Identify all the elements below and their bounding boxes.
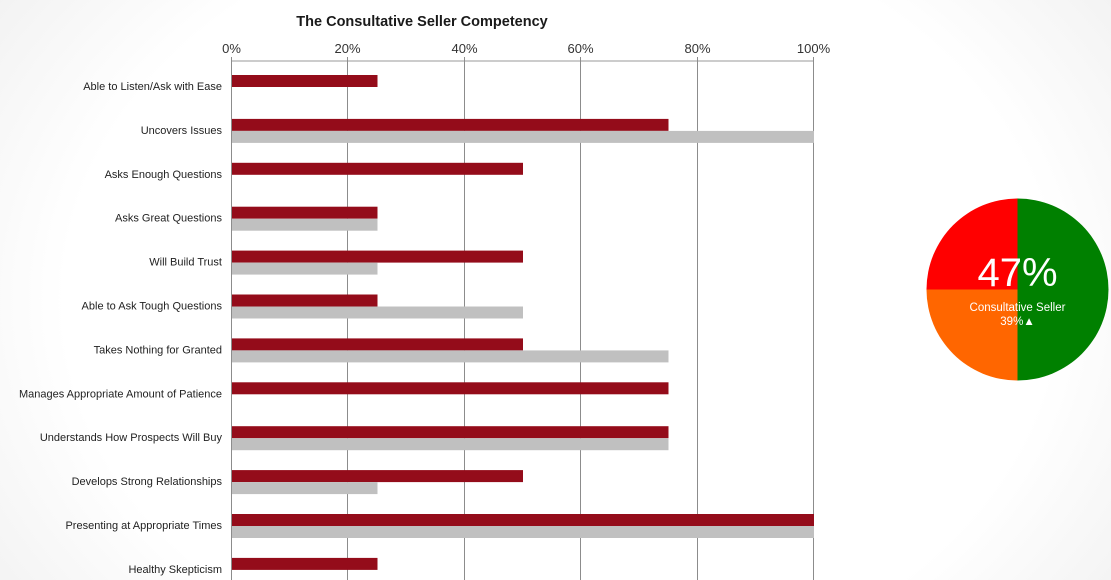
- pie-slice-red: [926, 198, 1018, 290]
- category-label: Asks Great Questions: [115, 213, 222, 225]
- bar-previous: [232, 482, 378, 495]
- bar-previous: [232, 218, 378, 231]
- pie-slice-orange: [926, 289, 1018, 381]
- score-pie: [926, 198, 1109, 381]
- category-label: Takes Nothing for Granted: [94, 344, 222, 356]
- bar-current: [232, 338, 523, 351]
- bar-current: [232, 557, 378, 570]
- bar-layer: [232, 75, 814, 570]
- category-label: Uncovers Issues: [141, 125, 223, 137]
- x-tick-label: 20%: [334, 41, 360, 56]
- pie-slice-green: [1017, 198, 1109, 381]
- bar-previous: [232, 306, 523, 319]
- bar-current: [232, 382, 669, 395]
- chart-title: The Consultative Seller Competency: [296, 14, 548, 30]
- category-label: Develops Strong Relationships: [72, 476, 223, 488]
- category-label: Will Build Trust: [149, 257, 222, 269]
- label-layer: 0% 20% 40% 60% 80% 100% Able to Listen/Ask wit…: [19, 41, 831, 576]
- score-pie-widget: 47% Consultative Seller 39%▲: [926, 198, 1109, 381]
- bar-current: [232, 206, 378, 219]
- bar-current: [232, 514, 814, 526]
- bar-previous: [232, 526, 814, 538]
- category-label: Asks Enough Questions: [105, 169, 223, 181]
- category-label: Manages Appropriate Amount of Patience: [19, 388, 222, 400]
- bar-previous: [232, 350, 669, 363]
- bar-current: [232, 118, 669, 131]
- x-tick-label: 40%: [451, 41, 477, 56]
- bar-current: [232, 470, 523, 483]
- x-tick-label: 100%: [797, 41, 831, 56]
- category-label: Able to Ask Tough Questions: [82, 301, 223, 313]
- score-value: 47%: [977, 251, 1058, 295]
- x-tick-label: 60%: [567, 41, 593, 56]
- bar-current: [232, 250, 523, 263]
- score-label: Consultative Seller: [969, 302, 1066, 314]
- category-label: Presenting at Appropriate Times: [65, 520, 222, 532]
- x-tick-label: 80%: [684, 41, 710, 56]
- bar-current: [232, 294, 378, 307]
- bar-current: [232, 162, 523, 175]
- category-label: Understands How Prospects Will Buy: [40, 432, 223, 444]
- bar-previous: [232, 130, 814, 143]
- score-previous-row: 39%▲: [926, 315, 1109, 329]
- category-label: Healthy Skepticism: [128, 564, 222, 576]
- x-tick-label: 0%: [222, 41, 241, 56]
- bar-current: [232, 426, 669, 439]
- score-previous: 39%: [1000, 316, 1024, 328]
- category-label: Able to Listen/Ask with Ease: [83, 81, 222, 93]
- trend-up-icon: ▲: [1023, 316, 1035, 328]
- score-caption: Consultative Seller 39%▲: [926, 301, 1109, 329]
- bar-previous: [232, 438, 669, 451]
- bar-current: [232, 75, 378, 87]
- bar-previous: [232, 262, 378, 275]
